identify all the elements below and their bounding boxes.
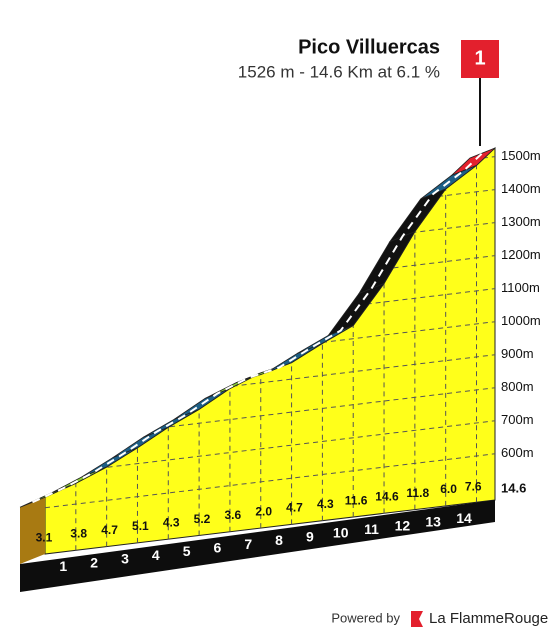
gradient-segment — [451, 147, 496, 176]
x-tick-label: 2 — [90, 554, 98, 570]
gradient-label: 4.3 — [317, 497, 334, 511]
gradient-label: 4.3 — [163, 516, 180, 530]
grid-line — [45, 453, 495, 509]
y-tick-label: 1000m — [501, 313, 541, 328]
x-tick-label: 4 — [152, 547, 160, 563]
x-tick-label: 3 — [121, 551, 129, 567]
gradient-label: 2.0 — [255, 504, 272, 518]
y-tick-label: 1200m — [501, 247, 541, 262]
x-tick-label: 5 — [183, 543, 191, 559]
profile-line — [32, 152, 484, 504]
x-tick-label: 9 — [306, 528, 314, 544]
gradient-label: 7.6 — [465, 479, 482, 493]
gradient-label: 3.1 — [36, 530, 53, 544]
grid-line — [45, 420, 495, 476]
x-tick-label: 8 — [275, 532, 283, 548]
gradient-label: 11.8 — [406, 486, 429, 500]
y-tick-label: 800m — [501, 379, 534, 394]
chart-subtitle: 1526 m - 14.6 Km at 6.1 % — [238, 62, 440, 81]
y-tick-label: 900m — [501, 346, 534, 361]
gradient-label: 4.7 — [286, 501, 303, 515]
y-tick-label: 1100m — [501, 280, 540, 295]
x-tick-label: 14 — [456, 510, 472, 526]
summit-badge-label: 1 — [474, 47, 485, 69]
chart-title: Pico Villuercas — [298, 36, 440, 58]
brand-logo — [411, 611, 423, 627]
x-tick-label: 10 — [333, 525, 349, 541]
x-tick-label: 1 — [59, 558, 67, 574]
x-tick-label: 12 — [395, 517, 411, 533]
x-tick-label: 6 — [214, 540, 222, 556]
y-tick-label: 700m — [501, 412, 534, 427]
gradient-label: 5.1 — [132, 519, 149, 533]
y-tick-label: 1500m — [501, 148, 541, 163]
y-tick-label: 1400m — [501, 181, 541, 196]
x-tick-label: 11 — [364, 521, 379, 537]
y-tick-label: 600m — [501, 445, 534, 460]
gradient-label: 11.6 — [345, 493, 368, 507]
brand: La FlammeRouge — [429, 610, 548, 627]
gradient-label: 3.8 — [70, 527, 87, 541]
km-band — [20, 500, 495, 592]
gradient-label: 4.7 — [101, 523, 118, 537]
gradient-label: 3.6 — [224, 508, 241, 522]
x-tick-label: 7 — [244, 536, 252, 552]
powered-by: Powered by — [331, 610, 400, 625]
x-tick-label: 13 — [425, 514, 441, 530]
side-face — [20, 497, 45, 564]
y-tick-label: 1300m — [501, 214, 541, 229]
x-tick-label: 14.6 — [501, 480, 526, 495]
gradient-label: 6.0 — [440, 482, 457, 496]
gradient-label: 5.2 — [194, 512, 211, 526]
summit-badge — [461, 40, 499, 78]
gradient-label: 14.6 — [375, 490, 399, 504]
